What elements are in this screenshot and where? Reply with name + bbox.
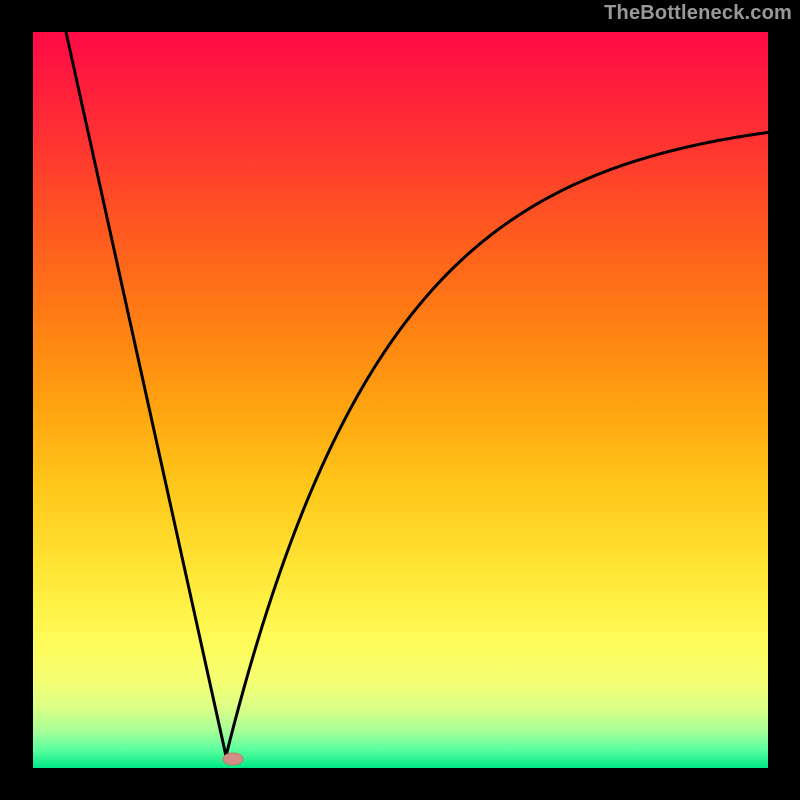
- minimum-marker: [223, 753, 243, 765]
- bottleneck-curve-chart: [0, 0, 800, 800]
- watermark-label: TheBottleneck.com: [604, 2, 792, 25]
- chart-stage: TheBottleneck.com: [0, 0, 800, 800]
- gradient-background: [33, 32, 768, 768]
